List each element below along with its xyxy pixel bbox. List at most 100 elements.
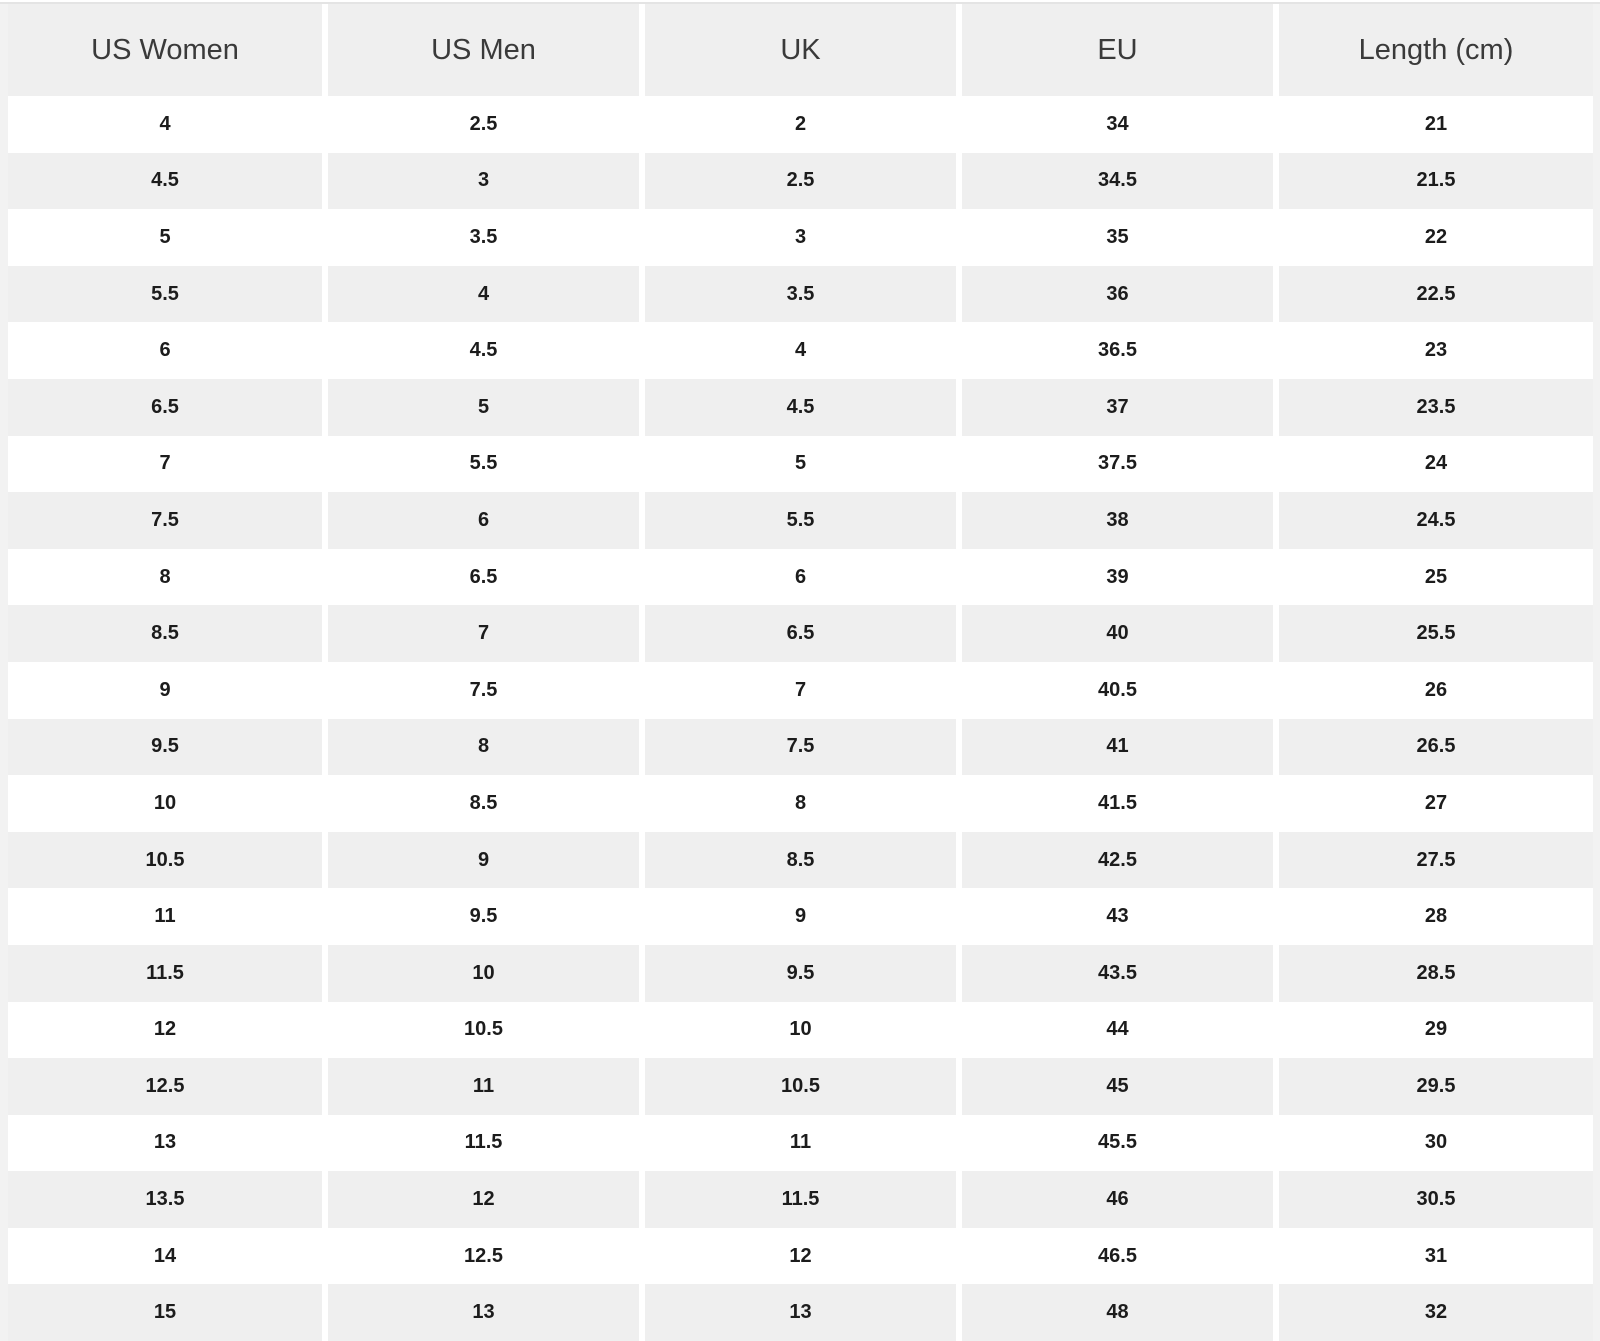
table-cell: 31 (1273, 1227, 1593, 1285)
table-cell: 6 (8, 322, 325, 379)
table-cell: 2 (639, 96, 959, 153)
table-cell: 38 (956, 492, 1276, 549)
table-row: 7 5.5 5 37.5 24 (8, 435, 1593, 493)
table-cell: 4.5 (322, 322, 642, 379)
table-cell: 7 (639, 661, 959, 719)
table-cell: 34 (956, 96, 1276, 153)
table-cell: 44 (956, 1001, 1276, 1059)
table-cell: 8.5 (639, 831, 959, 889)
shoe-size-conversion-table: US Women US Men UK EU Length (cm) 4 2.5 2 34 21 4… (8, 4, 1593, 1341)
column-header-uk: UK (639, 4, 959, 96)
table-cell: 28.5 (1273, 944, 1593, 1002)
table-cell: 10 (639, 1001, 959, 1059)
table-cell: 13 (8, 1114, 325, 1172)
table-cell: 5.5 (322, 435, 642, 493)
table-cell: 8 (8, 548, 325, 606)
table-row: 5.5 4 3.5 36 22.5 (8, 265, 1593, 323)
table-cell: 23 (1273, 322, 1593, 379)
table-cell: 7 (322, 605, 642, 662)
table-cell: 9 (8, 661, 325, 719)
table-cell: 13.5 (8, 1171, 325, 1228)
table-cell: 41.5 (956, 775, 1276, 832)
table-cell: 43 (956, 888, 1276, 945)
table-row: 11 9.5 9 43 28 (8, 888, 1593, 945)
table-cell: 29.5 (1273, 1058, 1593, 1115)
table-cell: 45 (956, 1058, 1276, 1115)
table-cell: 6.5 (8, 378, 325, 436)
table-cell: 3.5 (322, 209, 642, 266)
table-cell: 6.5 (322, 548, 642, 606)
table-row: 4 2.5 2 34 21 (8, 96, 1593, 153)
table-cell: 25.5 (1273, 605, 1593, 662)
table-cell: 13 (639, 1284, 959, 1341)
table-cell: 43.5 (956, 944, 1276, 1002)
table-cell: 12 (639, 1227, 959, 1285)
table-cell: 27 (1273, 775, 1593, 832)
table-cell: 26 (1273, 661, 1593, 719)
table-cell: 11 (639, 1114, 959, 1172)
table-cell: 14 (8, 1227, 325, 1285)
table-cell: 4 (322, 265, 642, 323)
table-row: 13 11.5 11 45.5 30 (8, 1114, 1593, 1172)
table-cell: 42.5 (956, 831, 1276, 889)
table-row: 12.5 11 10.5 45 29.5 (8, 1058, 1593, 1115)
table-cell: 41 (956, 718, 1276, 776)
table-cell: 5 (322, 378, 642, 436)
table-row: 7.5 6 5.5 38 24.5 (8, 492, 1593, 549)
table-cell: 8 (639, 775, 959, 832)
table-cell: 9.5 (322, 888, 642, 945)
column-header-us-men: US Men (322, 4, 642, 96)
table-cell: 11.5 (8, 944, 325, 1002)
top-strip (0, 0, 1600, 2)
table-cell: 22 (1273, 209, 1593, 266)
table-header: US Women US Men UK EU Length (cm) (8, 4, 1593, 96)
table-row: 9.5 8 7.5 41 26.5 (8, 718, 1593, 776)
table-cell: 7.5 (322, 661, 642, 719)
table-cell: 13 (322, 1284, 642, 1341)
table-row: 10.5 9 8.5 42.5 27.5 (8, 831, 1593, 889)
table-cell: 48 (956, 1284, 1276, 1341)
table-cell: 7.5 (8, 492, 325, 549)
table-cell: 11 (8, 888, 325, 945)
top-divider-line (0, 2, 1600, 4)
table-cell: 21.5 (1273, 152, 1593, 210)
table-cell: 12.5 (8, 1058, 325, 1115)
table-cell: 5 (8, 209, 325, 266)
table-cell: 37 (956, 378, 1276, 436)
table-row: 8 6.5 6 39 25 (8, 548, 1593, 606)
table-cell: 4 (8, 96, 325, 153)
table-row: 9 7.5 7 40.5 26 (8, 661, 1593, 719)
table-cell: 32 (1273, 1284, 1593, 1341)
table-cell: 37.5 (956, 435, 1276, 493)
table-cell: 10.5 (639, 1058, 959, 1115)
table-cell: 5 (639, 435, 959, 493)
table-cell: 12.5 (322, 1227, 642, 1285)
table-cell: 2.5 (639, 152, 959, 210)
table-cell: 30 (1273, 1114, 1593, 1172)
table-row: 6.5 5 4.5 37 23.5 (8, 378, 1593, 436)
table-row: 8.5 7 6.5 40 25.5 (8, 605, 1593, 662)
table-cell: 45.5 (956, 1114, 1276, 1172)
table-cell: 30.5 (1273, 1171, 1593, 1228)
table-cell: 4 (639, 322, 959, 379)
table-cell: 12 (322, 1171, 642, 1228)
table-cell: 27.5 (1273, 831, 1593, 889)
table-cell: 35 (956, 209, 1276, 266)
table-cell: 5.5 (639, 492, 959, 549)
table-row: 5 3.5 3 35 22 (8, 209, 1593, 266)
table-cell: 40.5 (956, 661, 1276, 719)
table-cell: 4.5 (639, 378, 959, 436)
table-row: 12 10.5 10 44 29 (8, 1001, 1593, 1059)
table-cell: 4.5 (8, 152, 325, 210)
table-row: 6 4.5 4 36.5 23 (8, 322, 1593, 379)
table-cell: 10.5 (8, 831, 325, 889)
table-cell: 8.5 (322, 775, 642, 832)
table-cell: 11.5 (639, 1171, 959, 1228)
table-cell: 25 (1273, 548, 1593, 606)
table-cell: 36 (956, 265, 1276, 323)
table-cell: 39 (956, 548, 1276, 606)
table-cell: 10 (8, 775, 325, 832)
table-row: 13.5 12 11.5 46 30.5 (8, 1171, 1593, 1228)
table-cell: 6.5 (639, 605, 959, 662)
table-cell: 36.5 (956, 322, 1276, 379)
